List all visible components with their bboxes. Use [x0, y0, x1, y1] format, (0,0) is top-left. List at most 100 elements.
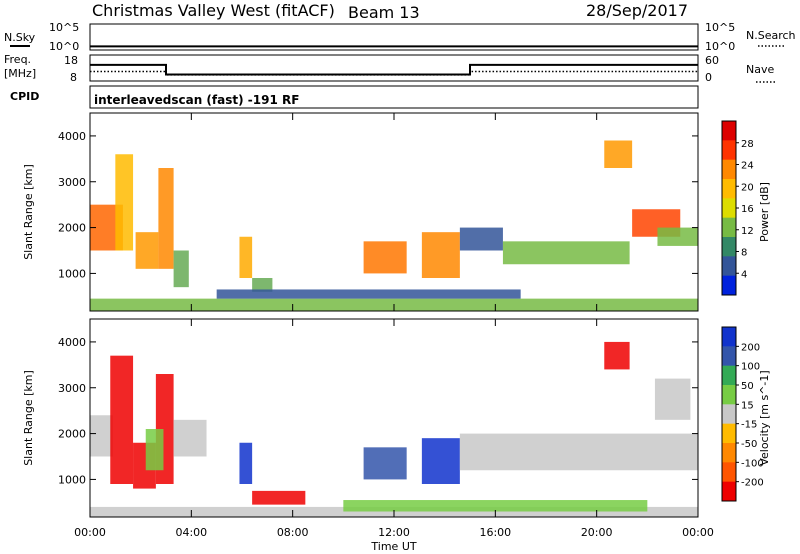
- colorbar-tick-label: 12: [741, 226, 754, 237]
- power-echo-region-2: [135, 232, 159, 269]
- time-tick-label: 04:00: [175, 526, 207, 539]
- colorbar-tick-label: 50: [741, 381, 754, 392]
- time-tick-label: 20:00: [581, 526, 613, 539]
- velocity-echo-region-7: [252, 490, 306, 505]
- time-axis-labels: 00:00 04:00 08:00 12:00 16:00 20:00 00:00: [74, 526, 714, 539]
- power-echo-region-11: [604, 140, 633, 168]
- cpid-frame: [89, 85, 699, 109]
- nsky-tick-top: 10^5: [49, 21, 79, 34]
- time-tick-label: 00:00: [682, 526, 714, 539]
- colorbar-tick-label: 24: [741, 161, 754, 172]
- power-y-axis: 1000 2000 3000 4000: [58, 130, 698, 280]
- colorbar-segment: [722, 365, 736, 386]
- velocity-echo-region-1: [110, 355, 134, 484]
- velocity-ylabel: Slant Range [km]: [22, 370, 35, 466]
- colorbar-segment: [722, 121, 736, 141]
- colorbar-segment: [722, 385, 736, 405]
- nave-label: Nave: [746, 63, 774, 76]
- y-tick-label: 2000: [58, 222, 86, 235]
- velocity-echo-region-4: [145, 429, 164, 471]
- nsky-label: N.Sky: [4, 31, 36, 44]
- nave-tick-bottom: 0: [705, 71, 712, 84]
- freq-label-1: Freq.: [4, 53, 31, 66]
- nsky-frame: [89, 23, 699, 51]
- colorbar-segment: [722, 443, 736, 463]
- freq-label-2: [MHz]: [4, 67, 36, 80]
- colorbar-tick-label: 20: [741, 182, 754, 193]
- power-x-ticks: [89, 113, 699, 311]
- power-echo-region-8: [421, 232, 460, 278]
- freq-line: [90, 63, 698, 76]
- colorbar-tick-label: -200: [741, 478, 764, 489]
- colorbar-tick-label: -50: [741, 439, 757, 450]
- freq-tick-top: 18: [64, 54, 78, 67]
- power-ylabel: Slant Range [km]: [22, 164, 35, 260]
- velocity-colorbar: 200 100 50 15 -15 -50 -100 -200: [721, 326, 764, 502]
- colorbar-segment: [722, 179, 736, 199]
- power-echo-region-15: [216, 289, 521, 299]
- y-tick-label: 4000: [58, 130, 86, 143]
- power-echo-region-6: [252, 278, 273, 292]
- nsearch-tick-bottom: 10^0: [705, 40, 735, 53]
- colorbar-tick-label: -15: [741, 420, 757, 431]
- colorbar-tick-label: 4: [741, 269, 747, 280]
- colorbar-segment: [722, 217, 736, 238]
- colorbar-segment: [722, 404, 736, 425]
- colorbar-tick-label: 15: [741, 400, 754, 411]
- power-echo-region-10: [502, 241, 630, 265]
- nave-line: [90, 70, 698, 76]
- colorbar-segment: [722, 423, 736, 444]
- power-echo-region-5: [239, 236, 253, 278]
- power-echo-region-3: [158, 168, 174, 269]
- y-tick-label: 4000: [58, 336, 86, 349]
- velocity-echo-region-6: [239, 442, 253, 484]
- nsky-tick-bottom: 10^0: [49, 40, 79, 53]
- velocity-echo-region-14: [343, 500, 648, 512]
- power-echo-region-1: [115, 154, 134, 251]
- y-tick-label: 2000: [58, 428, 86, 441]
- colorbar-segment: [722, 346, 736, 367]
- colorbar-segment: [722, 159, 736, 180]
- y-tick-label: 3000: [58, 176, 86, 189]
- velocity-colorbar-label: Velocity [m s^-1]: [758, 370, 771, 465]
- velocity-echo-region-0: [90, 415, 113, 457]
- power-echo-region-4: [173, 250, 189, 288]
- velocity-echo-region-10: [459, 433, 698, 471]
- y-tick-label: 3000: [58, 382, 86, 395]
- freq-tick-bottom: 8: [70, 71, 77, 84]
- power-echo-region-7: [363, 241, 407, 274]
- cpid-strip: CPID interleavedscan (fast) -191 RF: [10, 85, 699, 109]
- velocity-echo-region-11: [604, 341, 630, 370]
- velocity-x-ticks: [89, 319, 699, 517]
- y-tick-label: 1000: [58, 473, 86, 486]
- colorbar-segment: [722, 198, 736, 219]
- cpid-label: CPID: [10, 90, 39, 103]
- colorbar-segment: [722, 481, 736, 502]
- colorbar-segment: [722, 462, 736, 483]
- power-data-layer: [90, 140, 698, 311]
- power-plot-bg: [90, 113, 698, 311]
- colorbar-tick-label: 200: [741, 342, 760, 353]
- y-tick-label: 1000: [58, 267, 86, 280]
- colorbar-segment: [722, 140, 736, 161]
- nave-tick-top: 60: [705, 54, 719, 67]
- cpid-text: interleavedscan (fast) -191 RF: [94, 93, 299, 107]
- time-tick-label: 12:00: [378, 526, 410, 539]
- velocity-echo-region-5: [173, 419, 207, 457]
- colorbar-segment: [722, 237, 736, 257]
- freq-frame: [89, 54, 699, 82]
- freq-strip: Freq. [MHz] 18 8 60 0 Nave: [4, 53, 776, 84]
- velocity-panel: 1000 2000 3000 4000 Slant Range [km] 200 100…: [22, 318, 771, 518]
- time-tick-label: 16:00: [479, 526, 511, 539]
- power-panel: 1000 2000 3000 4000 Slant Range [km] 28 24 20…: [22, 112, 771, 312]
- beam-title: Beam 13: [348, 3, 420, 22]
- power-colorbar-label: Power [dB]: [758, 182, 771, 242]
- velocity-echo-region-9: [421, 438, 460, 484]
- velocity-echo-region-8: [363, 447, 407, 480]
- nsky-strip: N.Sky 10^5 10^0 10^5 10^0 N.Search: [4, 21, 796, 53]
- velocity-y-axis: 1000 2000 3000 4000: [58, 336, 698, 486]
- time-tick-label: 08:00: [277, 526, 309, 539]
- power-echo-region-9: [459, 227, 503, 251]
- colorbar-segment: [722, 327, 736, 347]
